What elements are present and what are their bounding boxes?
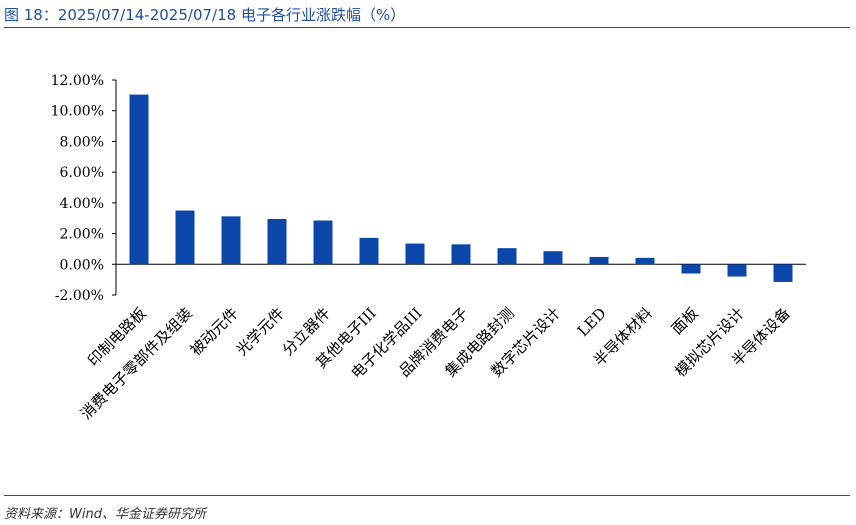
y-tick-label: 8.00%	[60, 134, 104, 150]
bar	[727, 264, 747, 277]
bar	[175, 210, 195, 265]
source-note: 资料来源：Wind、华金证券研究所	[4, 507, 206, 522]
bar	[589, 256, 609, 265]
x-category-label: 被动元件	[187, 304, 242, 359]
x-category-label: 光学元件	[233, 304, 288, 359]
figure-title: 图 18：2025/07/14-2025/07/18 电子各行业涨跌幅（%）	[4, 6, 406, 24]
bar	[221, 216, 241, 265]
bar	[405, 243, 425, 265]
y-tick-label: 2.00%	[60, 227, 104, 243]
bar	[267, 218, 287, 265]
y-tick-label: 6.00%	[60, 165, 104, 181]
bars	[129, 94, 793, 282]
bar	[359, 237, 379, 265]
y-tick-label: 0.00%	[60, 257, 104, 273]
bar	[635, 257, 655, 265]
y-tick-label: 4.00%	[60, 196, 104, 212]
y-tick-label: 12.00%	[51, 73, 104, 89]
title-divider	[4, 27, 850, 28]
bar	[313, 220, 333, 265]
bar	[681, 264, 701, 274]
bar	[451, 244, 471, 265]
footer-divider	[4, 495, 850, 496]
bar	[543, 251, 563, 265]
bar	[497, 248, 517, 265]
category-labels: 印制电路板消费电子零部件及组装被动元件光学元件分立器件其他电子III电子化学品I…	[77, 304, 794, 423]
y-tick-label: 10.00%	[51, 104, 104, 120]
x-category-label: LED	[574, 304, 610, 340]
y-tick-label: -2.00%	[55, 288, 104, 304]
bar	[129, 94, 149, 265]
x-category-label: 面板	[668, 304, 702, 338]
bar	[773, 264, 793, 282]
